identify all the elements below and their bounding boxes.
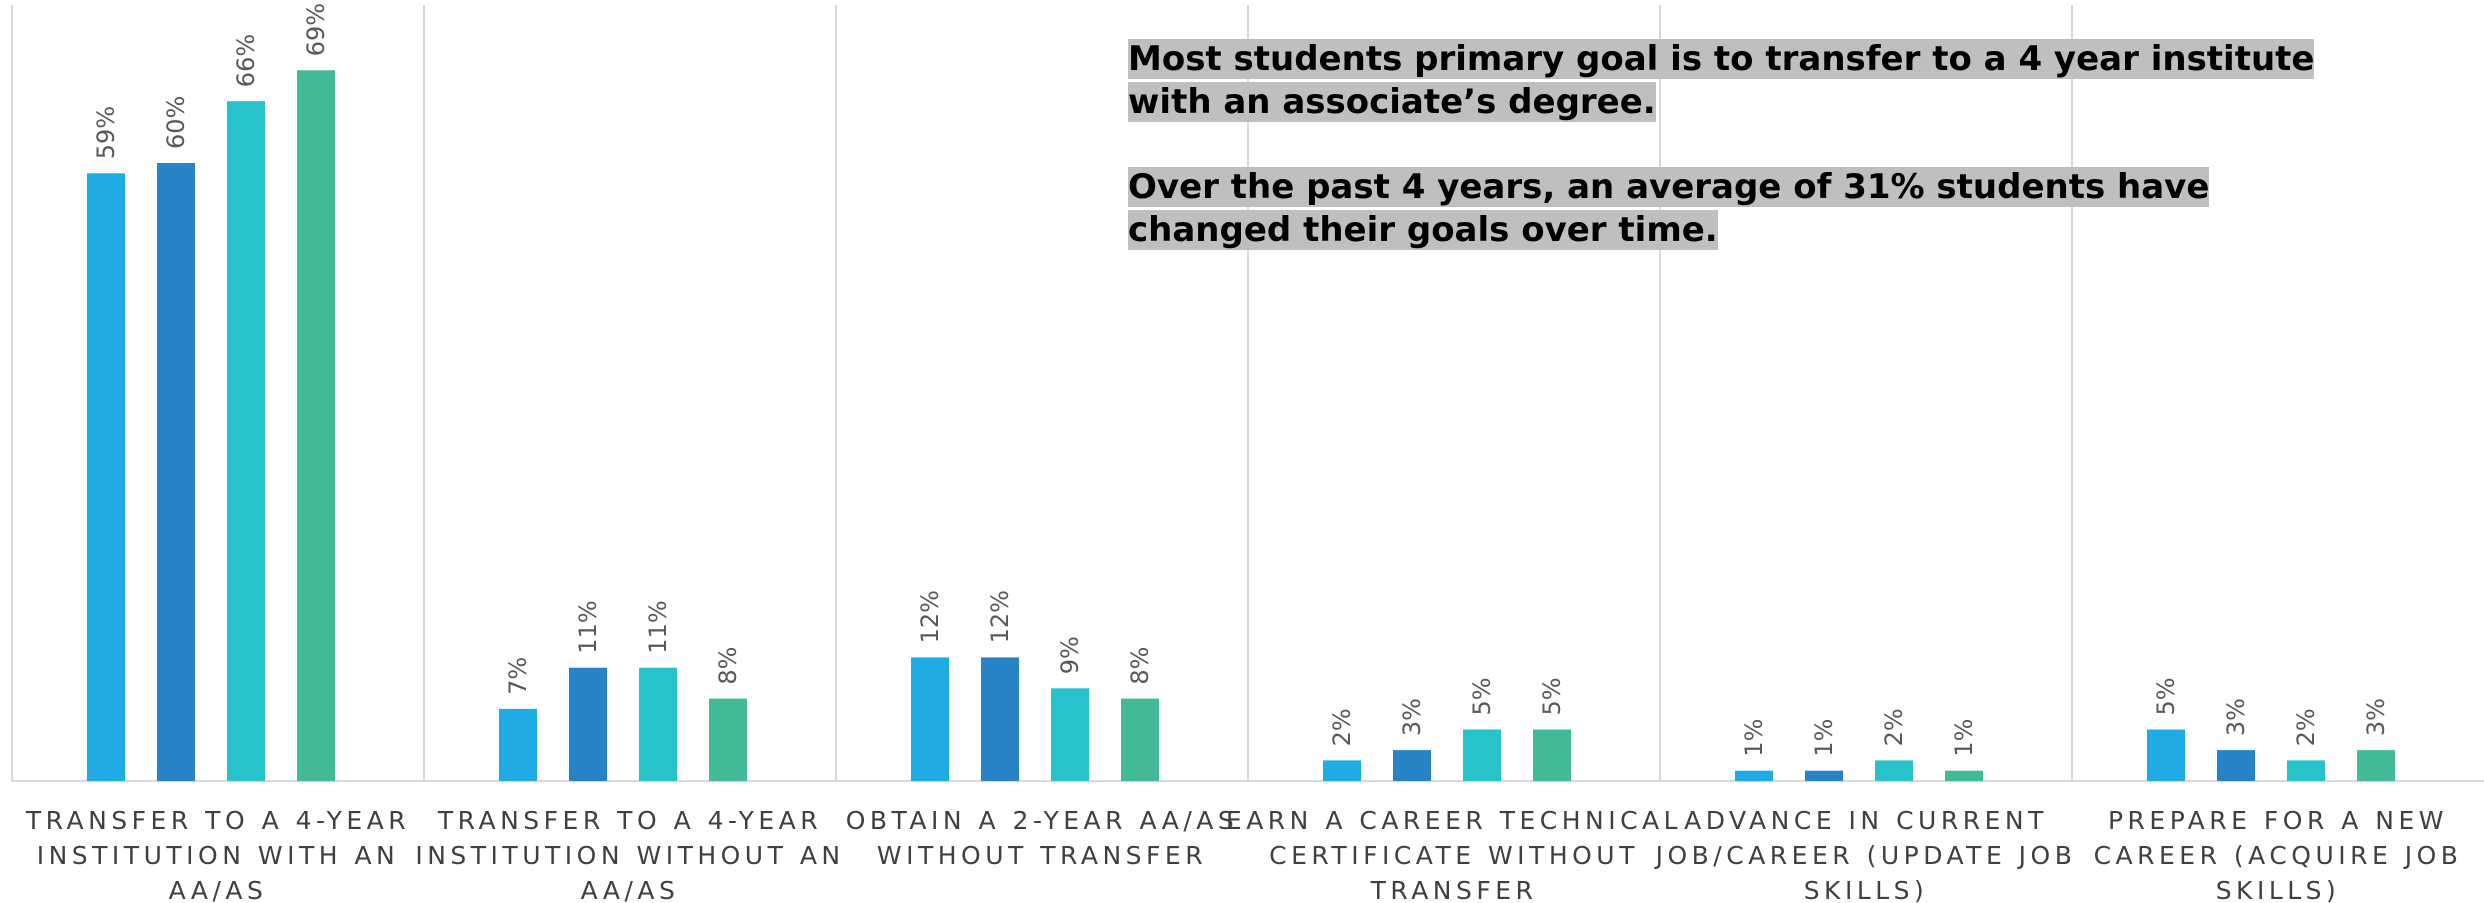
annotation-2: Over the past 4 years, an average of 31%… [1128,166,2328,252]
bar [1735,770,1773,781]
annotation-1-text: Most students primary goal is to transfe… [1128,39,2315,122]
data-label: 11% [574,600,602,653]
category-label: EARN A CAREER TECHNICAL CERTIFICATE WITHO… [1226,806,1682,903]
bar [157,163,195,781]
bar [709,698,747,781]
bar [1393,750,1431,781]
category-label: TRANSFER TO A 4-YEAR INSTITUTION WITH AN A… [25,806,410,903]
bar [1875,760,1913,781]
category-label: PREPARE FOR A NEW CAREER (ACQUIRE JOB SKIL… [2094,806,2463,903]
bar [639,667,677,781]
bar [2287,760,2325,781]
data-label: 12% [986,590,1014,643]
bar [1051,688,1089,781]
bar [1463,729,1501,781]
bar [911,657,949,781]
annotation-box: Most students primary goal is to transfe… [1128,38,2328,294]
bar [1805,770,1843,781]
category-label: ADVANCE IN CURRENT JOB/CAREER (UPDATE JOB… [1654,806,2077,903]
data-label: 8% [1126,647,1154,685]
data-label: 12% [916,590,944,643]
data-labels: 59% 60% 66% 69% 7% 11% 11% 8% 12% 12% 9% 8% 2% 3% 5% 5%… [92,3,2390,757]
data-label: 69% [302,3,330,56]
data-label: 3% [1398,698,1426,736]
bar [1121,698,1159,781]
data-label: 66% [232,34,260,87]
category-labels: TRANSFER TO A 4-YEAR INSTITUTION WITH AN A… [25,806,2463,903]
bar [227,101,265,781]
data-label: 7% [504,657,532,695]
annotation-1: Most students primary goal is to transfe… [1128,38,2328,124]
data-label: 2% [2292,708,2320,746]
data-label: 5% [2152,677,2180,715]
category-label: TRANSFER TO A 4-YEAR INSTITUTION WITHOUT … [415,806,844,903]
bars [87,70,2395,782]
annotation-2-text: Over the past 4 years, an average of 31%… [1128,167,2210,250]
data-label: 3% [2362,698,2390,736]
data-label: 11% [644,600,672,653]
bar [499,708,537,781]
category-label: OBTAIN A 2-YEAR AA/AS WITHOUT TRANSFER [846,806,1239,870]
data-label: 1% [1810,719,1838,757]
data-label: 60% [162,96,190,149]
data-label: 59% [92,106,120,159]
bar [981,657,1019,781]
data-label: 8% [714,647,742,685]
category-dividers [11,5,2073,781]
bar [2217,750,2255,781]
data-label: 2% [1880,708,1908,746]
bar [2357,750,2395,781]
bar [2147,729,2185,781]
data-label: 5% [1538,677,1566,715]
bar [1323,760,1361,781]
bar [297,70,335,782]
data-label: 2% [1328,708,1356,746]
bar [87,173,125,782]
data-label: 1% [1740,719,1768,757]
data-label: 1% [1950,719,1978,757]
bar [1945,770,1983,781]
data-label: 5% [1468,677,1496,715]
bar [1533,729,1571,781]
bar [569,667,607,781]
data-label: 9% [1056,636,1084,674]
data-label: 3% [2222,698,2250,736]
